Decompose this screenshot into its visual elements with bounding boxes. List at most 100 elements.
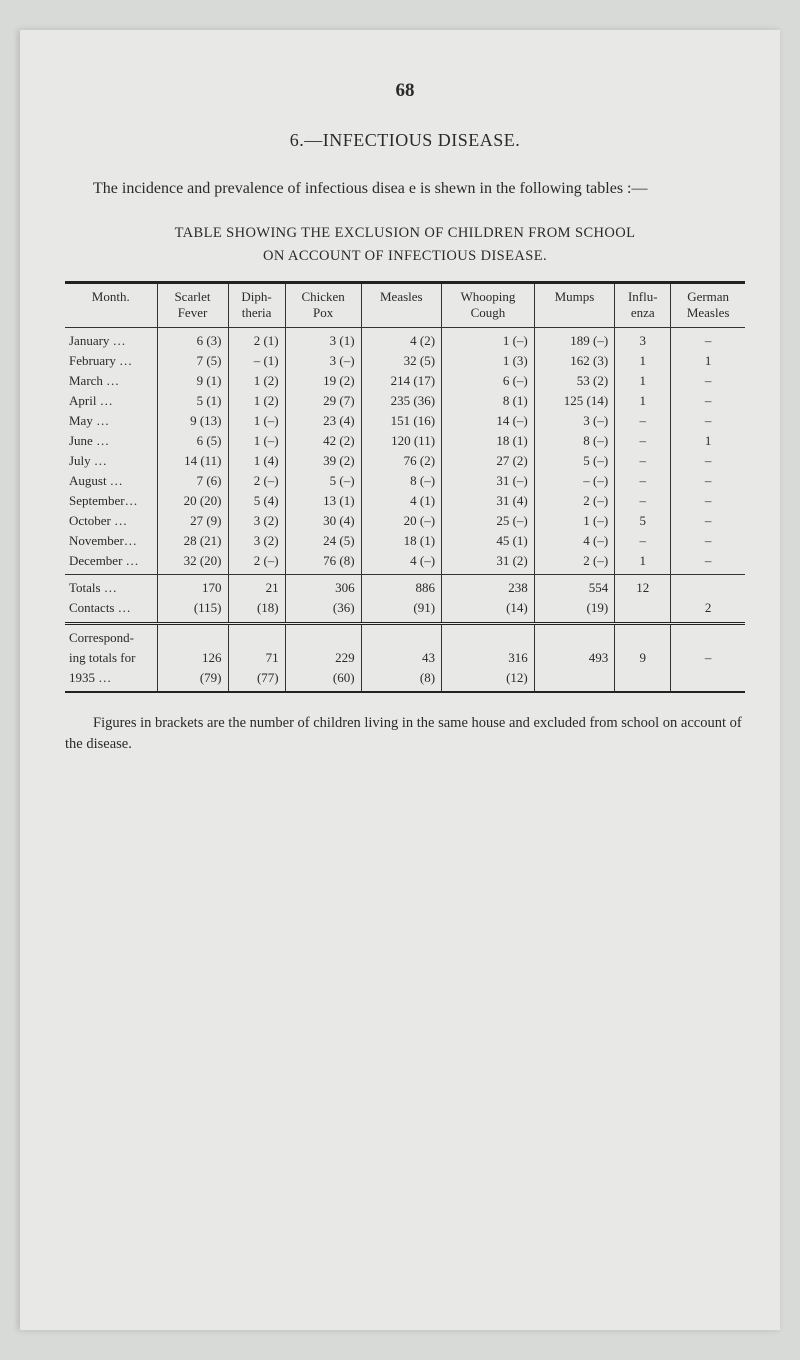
footnote: Figures in brackets are the number of ch… bbox=[65, 713, 745, 755]
table-cell: March … bbox=[65, 371, 157, 391]
table-cell: 120 (11) bbox=[361, 431, 441, 451]
table-cell: 3 (2) bbox=[228, 511, 285, 531]
table-cell: 8 (–) bbox=[534, 431, 614, 451]
table-cell: 31 (2) bbox=[442, 551, 535, 575]
table-cell: – bbox=[615, 531, 671, 551]
table-cell: 1 bbox=[615, 391, 671, 411]
page: 68 6.—INFECTIOUS DISEASE. The incidence … bbox=[20, 30, 780, 1330]
table-cell: – bbox=[671, 471, 745, 491]
col-whooping: WhoopingCough bbox=[442, 283, 535, 328]
table-row: June …6 (5)1 (–)42 (2)120 (11)18 (1)8 (–… bbox=[65, 431, 745, 451]
table-cell: 9 (13) bbox=[157, 411, 228, 431]
table-cell: ing totals for bbox=[65, 648, 157, 668]
section-title: 6.—INFECTIOUS DISEASE. bbox=[65, 130, 745, 151]
table-cell: – bbox=[671, 411, 745, 431]
table-cell: 45 (1) bbox=[442, 531, 535, 551]
table-cell: 886 bbox=[361, 574, 441, 598]
table-cell: February … bbox=[65, 351, 157, 371]
table-row: October …27 (9)3 (2)30 (4)20 (–)25 (–)1 … bbox=[65, 511, 745, 531]
table-row: January …6 (3)2 (1)3 (1)4 (2)1 (–)189 (–… bbox=[65, 327, 745, 351]
col-chickenpox: ChickenPox bbox=[285, 283, 361, 328]
table-cell: 1 bbox=[615, 371, 671, 391]
table-cell: 8 (–) bbox=[361, 471, 441, 491]
table-cell: – bbox=[671, 451, 745, 471]
intro-paragraph: The incidence and prevalence of infectio… bbox=[65, 177, 745, 200]
table-cell: – bbox=[671, 391, 745, 411]
table-cell: 18 (1) bbox=[361, 531, 441, 551]
header-row: Month. ScarletFever Diph-theria ChickenP… bbox=[65, 283, 745, 328]
table-cell: 27 (2) bbox=[442, 451, 535, 471]
table-cell: 32 (20) bbox=[157, 551, 228, 575]
col-influenza: Influ-enza bbox=[615, 283, 671, 328]
table-cell: 2 (–) bbox=[534, 491, 614, 511]
table-cell: August … bbox=[65, 471, 157, 491]
table-cell: 13 (1) bbox=[285, 491, 361, 511]
table-cell: – (1) bbox=[228, 351, 285, 371]
table-cell: 3 (1) bbox=[285, 327, 361, 351]
table-cell: 20 (–) bbox=[361, 511, 441, 531]
table-cell: Totals … bbox=[65, 574, 157, 598]
table-cell: 316 bbox=[442, 648, 535, 668]
table-cell: 76 (8) bbox=[285, 551, 361, 575]
table-cell: – (–) bbox=[534, 471, 614, 491]
table-cell: 19 (2) bbox=[285, 371, 361, 391]
table-cell: 3 (–) bbox=[285, 351, 361, 371]
table-cell bbox=[157, 623, 228, 648]
table-cell: June … bbox=[65, 431, 157, 451]
table-cell: 2 (1) bbox=[228, 327, 285, 351]
table-cell: 9 bbox=[615, 648, 671, 668]
table-cell: 14 (11) bbox=[157, 451, 228, 471]
table-cell: September… bbox=[65, 491, 157, 511]
table-cell: (115) bbox=[157, 598, 228, 624]
table-cell: 235 (36) bbox=[361, 391, 441, 411]
table-cell: 20 (20) bbox=[157, 491, 228, 511]
col-german: GermanMeasles bbox=[671, 283, 745, 328]
table-cell: 3 (2) bbox=[228, 531, 285, 551]
table-cell: April … bbox=[65, 391, 157, 411]
table-cell: – bbox=[615, 491, 671, 511]
table-cell: 3 (–) bbox=[534, 411, 614, 431]
table-cell: 6 (5) bbox=[157, 431, 228, 451]
table-row: February …7 (5)– (1)3 (–)32 (5)1 (3)162 … bbox=[65, 351, 745, 371]
table-row: April …5 (1)1 (2)29 (7)235 (36)8 (1)125 … bbox=[65, 391, 745, 411]
table-cell bbox=[228, 623, 285, 648]
table-cell: 53 (2) bbox=[534, 371, 614, 391]
table-row: ing totals for12671229433164939– bbox=[65, 648, 745, 668]
table-cell bbox=[615, 668, 671, 692]
table-cell: 1 (–) bbox=[228, 411, 285, 431]
table-cell: (77) bbox=[228, 668, 285, 692]
table-cell bbox=[671, 623, 745, 648]
table-cell: – bbox=[615, 471, 671, 491]
table-cell: (19) bbox=[534, 598, 614, 624]
table-cell: – bbox=[615, 431, 671, 451]
table-cell: 24 (5) bbox=[285, 531, 361, 551]
table-row: 1935 …(79)(77)(60)(8)(12) bbox=[65, 668, 745, 692]
table-cell: – bbox=[615, 451, 671, 471]
table-cell: 1 (2) bbox=[228, 371, 285, 391]
table-cell: 4 (–) bbox=[534, 531, 614, 551]
table-cell: 1 bbox=[671, 431, 745, 451]
table-caption-line1: TABLE SHOWING THE EXCLUSION OF CHILDREN … bbox=[175, 225, 636, 241]
disease-table: Month. ScarletFever Diph-theria ChickenP… bbox=[65, 281, 745, 693]
table-cell: (8) bbox=[361, 668, 441, 692]
table-cell: 21 bbox=[228, 574, 285, 598]
table-cell: 5 (–) bbox=[534, 451, 614, 471]
table-cell: (60) bbox=[285, 668, 361, 692]
table-cell: 8 (1) bbox=[442, 391, 535, 411]
table-cell: May … bbox=[65, 411, 157, 431]
table-cell: 32 (5) bbox=[361, 351, 441, 371]
table-cell: 5 (4) bbox=[228, 491, 285, 511]
table-cell: 1 (4) bbox=[228, 451, 285, 471]
table-cell: 1 bbox=[615, 351, 671, 371]
table-cell: – bbox=[671, 511, 745, 531]
table-row: March …9 (1)1 (2)19 (2)214 (17)6 (–)53 (… bbox=[65, 371, 745, 391]
table-cell: (14) bbox=[442, 598, 535, 624]
table-cell: 1 bbox=[671, 351, 745, 371]
table-cell: 12 bbox=[615, 574, 671, 598]
table-cell bbox=[534, 668, 614, 692]
table-cell: 76 (2) bbox=[361, 451, 441, 471]
table-cell: 2 bbox=[671, 598, 745, 624]
table-cell: 126 bbox=[157, 648, 228, 668]
table-cell: 4 (2) bbox=[361, 327, 441, 351]
table-row: Correspond- bbox=[65, 623, 745, 648]
